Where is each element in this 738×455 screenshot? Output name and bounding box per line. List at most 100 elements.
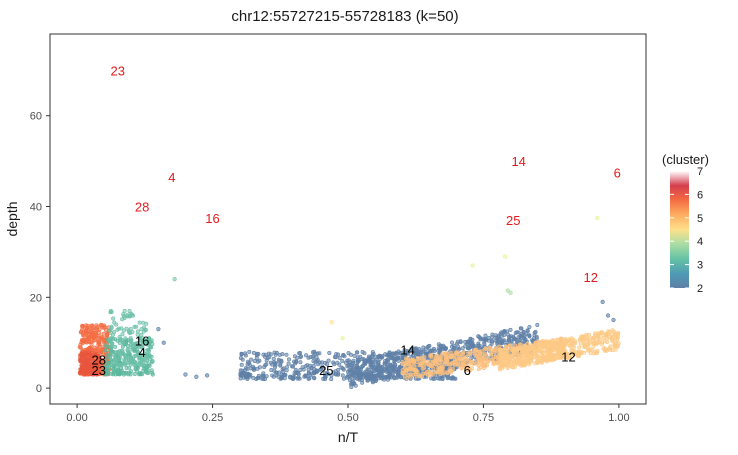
point-cluster-12 <box>562 336 567 341</box>
point-cluster-14 <box>373 365 378 370</box>
point-cluster-25 <box>303 364 308 369</box>
point-cluster-12 <box>546 354 551 359</box>
outlier-point <box>183 372 188 377</box>
point-cluster-23 <box>78 371 83 376</box>
point-cluster-14 <box>429 348 434 353</box>
point-cluster-6 <box>426 362 431 367</box>
point-cluster-14 <box>460 346 465 351</box>
point-cluster-14 <box>376 360 381 365</box>
point-cluster-14 <box>413 347 418 352</box>
point-cluster-6 <box>472 348 477 353</box>
point-cluster-14 <box>425 345 430 350</box>
point-cluster-25 <box>331 360 336 365</box>
point-cluster-12 <box>549 355 554 360</box>
point-cluster-12 <box>547 351 552 356</box>
point-cluster-25 <box>251 366 256 371</box>
point-cluster-25 <box>306 367 311 372</box>
point-cluster-28 <box>98 350 103 355</box>
point-cluster-23 <box>96 353 101 358</box>
point-cluster-28 <box>99 322 104 327</box>
point-cluster-25 <box>238 368 243 373</box>
point-cluster-6 <box>412 364 417 369</box>
point-cluster-6 <box>411 358 416 363</box>
point-cluster-16 <box>111 332 116 337</box>
legend-title: (cluster) <box>662 152 709 167</box>
point-cluster-16 <box>121 314 126 319</box>
point-cluster-25 <box>334 372 339 377</box>
point-cluster-16 <box>127 357 132 362</box>
cluster-peak-label-16: 16 <box>205 211 219 226</box>
point-cluster-6 <box>419 362 424 367</box>
point-cluster-14 <box>500 339 505 344</box>
point-cluster-25 <box>245 362 250 367</box>
point-cluster-12 <box>530 349 535 354</box>
point-cluster-14 <box>368 370 373 375</box>
legend-colorbar <box>670 171 689 288</box>
point-cluster-25 <box>281 372 286 377</box>
point-cluster-14 <box>470 341 475 346</box>
point-cluster-16 <box>129 360 134 365</box>
point-cluster-12 <box>532 345 537 350</box>
point-cluster-6 <box>440 351 445 356</box>
point-cluster-12 <box>569 354 574 359</box>
point-cluster-12 <box>517 357 522 362</box>
point-cluster-6 <box>429 354 434 359</box>
point-cluster-25 <box>243 353 248 358</box>
point-cluster-14 <box>392 368 397 373</box>
point-cluster-12 <box>570 337 575 342</box>
point-cluster-4 <box>138 371 143 376</box>
point-cluster-16 <box>123 362 128 367</box>
point-cluster-12 <box>591 344 596 349</box>
point-cluster-25 <box>281 366 286 371</box>
point-cluster-14 <box>403 352 408 357</box>
point-cluster-25 <box>348 352 353 357</box>
cluster-peak-label-6: 6 <box>614 165 621 180</box>
point-cluster-14 <box>363 358 368 363</box>
point-cluster-25 <box>251 375 256 380</box>
point-cluster-4 <box>132 371 137 376</box>
point-cluster-25 <box>282 376 287 381</box>
point-cluster-14 <box>514 337 519 342</box>
point-cluster-6 <box>461 350 466 355</box>
point-cluster-6 <box>440 360 445 365</box>
point-cluster-12 <box>606 331 611 336</box>
x-tick-label: 0.25 <box>202 412 223 424</box>
point-cluster-25 <box>274 350 279 355</box>
point-cluster-6 <box>406 356 411 361</box>
point-cluster-12 <box>524 359 529 364</box>
point-cluster-6 <box>486 359 491 364</box>
point-cluster-6 <box>403 362 408 367</box>
point-cluster-14 <box>357 366 362 371</box>
point-cluster-14 <box>373 358 378 363</box>
point-cluster-6 <box>405 367 410 372</box>
point-cluster-16 <box>127 309 132 314</box>
point-cluster-4 <box>145 363 150 368</box>
point-cluster-16 <box>130 312 135 317</box>
point-cluster-14 <box>395 356 400 361</box>
outlier-point <box>600 299 605 304</box>
point-cluster-25 <box>311 354 316 359</box>
point-cluster-12 <box>507 362 512 367</box>
point-cluster-25 <box>337 355 342 360</box>
point-cluster-23 <box>79 351 84 356</box>
point-cluster-16 <box>125 314 130 319</box>
point-cluster-14 <box>531 336 536 341</box>
point-cluster-25 <box>452 376 457 381</box>
legend-tick-label: 4 <box>697 236 703 248</box>
point-cluster-25 <box>239 352 244 357</box>
point-cluster-25 <box>329 376 334 381</box>
y-tick-label: 20 <box>30 292 42 304</box>
cluster-label-6: 6 <box>464 363 471 378</box>
point-cluster-16 <box>109 340 114 345</box>
point-cluster-16 <box>109 309 114 314</box>
point-cluster-23 <box>92 372 97 377</box>
point-cluster-6 <box>434 353 439 358</box>
point-cluster-25 <box>280 352 285 357</box>
point-cluster-23 <box>90 368 95 373</box>
point-cluster-16 <box>140 343 145 348</box>
point-cluster-25 <box>333 369 338 374</box>
point-cluster-12 <box>500 360 505 365</box>
point-cluster-14 <box>368 375 373 380</box>
point-cluster-16 <box>140 320 145 325</box>
